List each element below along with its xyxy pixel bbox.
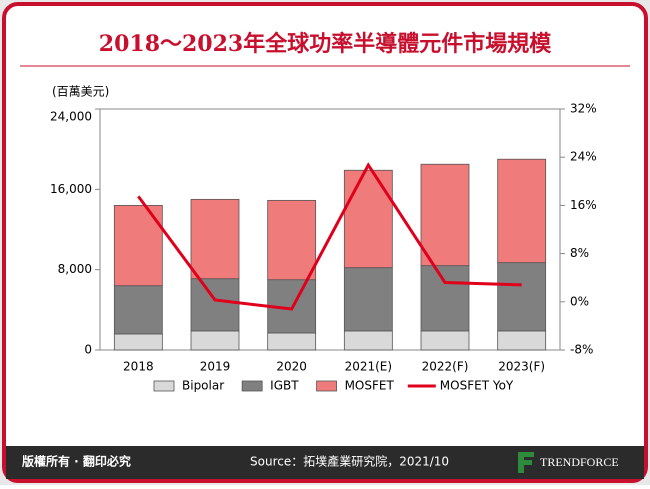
bar-segment (113, 285, 163, 335)
legend-swatch (241, 380, 263, 392)
y2-tick-label: 24% (570, 150, 597, 164)
bar-segment (113, 333, 163, 351)
x-tick-label: 2020 (276, 360, 307, 374)
bar-segment (343, 267, 393, 332)
legend-swatch (316, 380, 337, 392)
x-tick-label: 2019 (200, 360, 231, 374)
line-series (137, 162, 522, 311)
bar-segment (497, 262, 547, 332)
legend-label: MOSFET (345, 379, 395, 393)
bar-segment (420, 330, 470, 351)
bar-segment (343, 330, 393, 351)
y2-tick-label: 32% (570, 102, 597, 116)
bar-segment (497, 158, 547, 264)
bar-segment (497, 330, 547, 351)
bar-segment (420, 265, 470, 332)
footer-bar (6, 446, 644, 479)
bar-segment (267, 199, 317, 281)
bar-segment (190, 198, 240, 280)
brand: TRENDFORCE (540, 455, 619, 469)
x-tick-label: 2023(F) (498, 360, 545, 374)
bar-segment (343, 169, 393, 269)
bar-segment (190, 278, 240, 332)
x-tick-label: 2018 (123, 360, 154, 374)
y2-tick-label: 8% (570, 246, 589, 260)
y-tick-label: 24,000 (50, 110, 92, 124)
y-tick-label: 16,000 (50, 182, 92, 196)
y2-tick-label: -8% (570, 343, 593, 357)
y-tick-label: 8,000 (58, 262, 92, 276)
bar-segment (420, 163, 470, 267)
y-axis-label: (百萬美元) (52, 85, 109, 99)
y2-tick-label: 16% (570, 198, 597, 212)
plot-area (99, 108, 561, 351)
bar-segment (267, 332, 317, 351)
x-tick-label: 2021(E) (345, 360, 392, 374)
logo-mark (518, 452, 534, 473)
frame (2, 2, 648, 483)
legend-swatch (153, 380, 175, 392)
legend-label: Bipolar (182, 379, 224, 393)
y2-tick-label: 0% (570, 294, 589, 308)
legend-label: MOSFET YoY (440, 379, 514, 393)
bar-segment (190, 330, 240, 351)
copyright: 版權所有 · 翻印必究 (22, 454, 131, 469)
y-tick-label: 0 (84, 343, 92, 357)
source: Source：拓墣產業研究院，2021/10 (250, 454, 449, 469)
x-tick-label: 2022(F) (422, 360, 469, 374)
chart-title: 2018～2023年全球功率半導體元件市場規模 (99, 31, 552, 57)
legend-label: IGBT (270, 379, 299, 393)
